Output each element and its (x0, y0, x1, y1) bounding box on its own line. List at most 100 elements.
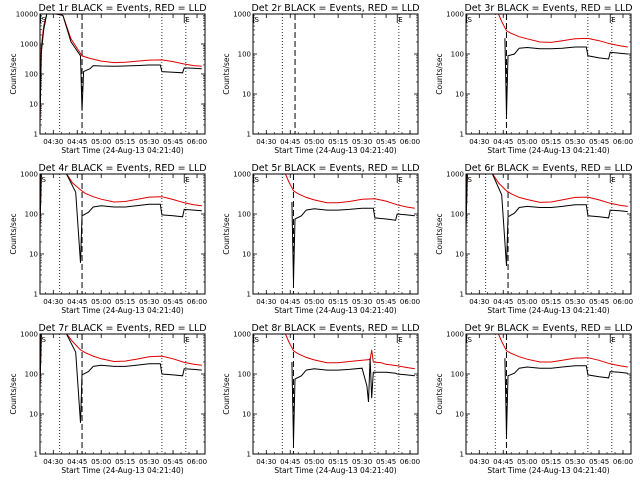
y-tick-label: 10000 (16, 11, 38, 19)
marker-e-label: E (611, 16, 615, 24)
marker-s-label: S (468, 336, 473, 344)
y-tick-label: 1000 (446, 171, 464, 179)
x-tick-label: 05:00 (304, 298, 324, 306)
panel-title: Det 6r BLACK = Events, RED = LLD (464, 163, 632, 174)
series-lld-line (40, 14, 202, 120)
x-tick-label: 05:00 (517, 458, 537, 466)
series-events-line (291, 358, 415, 443)
x-axis-label: Start Time (24-Aug-13 04:21:40) (487, 146, 609, 155)
x-tick-label: 05:45 (163, 138, 183, 146)
panel-det-8: Det 8r BLACK = Events, RED = LLD 1 10 100 10… (222, 323, 420, 475)
marker-s-label: S (255, 176, 260, 184)
y-tick-label: 10 (242, 251, 251, 259)
series-lld-line (40, 334, 202, 387)
series-events-line (466, 174, 628, 267)
x-axis-label: Start Time (24-Aug-13 04:21:40) (487, 306, 609, 315)
marker-e-label: E (185, 336, 189, 344)
x-tick-label: 05:15 (115, 298, 135, 306)
plot-frame (465, 13, 632, 135)
panel-title: Det 3r BLACK = Events, RED = LLD (464, 3, 632, 14)
y-tick-label: 10 (29, 251, 38, 259)
panel-title: Det 8r BLACK = Events, RED = LLD (251, 323, 419, 334)
y-tick-label: 1 (460, 451, 464, 459)
x-tick-label: 06:00 (187, 138, 207, 146)
panel-det-2: Det 2r BLACK = Events, RED = LLD 1 10 100 10… (222, 3, 420, 155)
x-tick-label: 04:45 (280, 298, 300, 306)
x-tick-label: 04:30 (43, 298, 63, 306)
y-tick-label: 100 (238, 371, 251, 379)
x-tick-label: 04:30 (256, 298, 276, 306)
y-axis-label: Counts/sec (222, 213, 231, 254)
series-events-line (504, 38, 628, 115)
y-tick-label: 100 (451, 211, 464, 219)
panel-det-1: Det 1r BLACK = Events, RED = LLD 1 10 100 10… (9, 3, 207, 155)
y-tick-label: 1 (247, 291, 251, 299)
series-lld-line (40, 174, 202, 227)
x-tick-label: 04:45 (67, 138, 87, 146)
series-events-line (40, 334, 202, 423)
series-events-line (291, 201, 415, 283)
x-tick-label: 05:45 (376, 458, 396, 466)
x-tick-label: 05:00 (304, 458, 324, 466)
plot-frame (465, 173, 632, 295)
y-axis-label: Counts/sec (222, 373, 231, 414)
x-tick-label: 05:15 (541, 298, 561, 306)
data-region (285, 334, 415, 443)
x-axis-label: Start Time (24-Aug-13 04:21:40) (61, 306, 183, 315)
panel-title: Det 7r BLACK = Events, RED = LLD (38, 323, 206, 334)
x-tick-label: 06:00 (187, 458, 207, 466)
series-lld-line (498, 14, 628, 48)
x-tick-label: 05:00 (517, 138, 537, 146)
x-tick-label: 04:45 (280, 458, 300, 466)
y-axis-label: Counts/sec (222, 53, 231, 94)
data-region (285, 174, 415, 283)
marker-e-label: E (185, 176, 189, 184)
x-tick-label: 05:00 (91, 458, 111, 466)
x-tick-label: 05:30 (565, 458, 585, 466)
y-tick-label: 10 (242, 411, 251, 419)
x-tick-label: 06:00 (613, 298, 633, 306)
plot-frame (252, 333, 419, 455)
marker-s-label: S (255, 336, 260, 344)
marker-e-label: E (611, 176, 615, 184)
panel-det-7: Det 7r BLACK = Events, RED = LLD 1 10 100 10… (9, 323, 207, 475)
data-region (498, 334, 628, 435)
x-tick-label: 06:00 (187, 298, 207, 306)
x-tick-label: 05:00 (304, 138, 324, 146)
y-tick-label: 100 (238, 211, 251, 219)
panel-title: Det 9r BLACK = Events, RED = LLD (464, 323, 632, 334)
y-tick-label: 1 (247, 131, 251, 139)
data-region (40, 14, 202, 126)
panel-det-3: Det 3r BLACK = Events, RED = LLD 1 10 100 10… (435, 3, 633, 155)
x-tick-label: 05:30 (139, 298, 159, 306)
x-tick-label: 04:45 (493, 138, 513, 146)
x-tick-label: 04:30 (43, 138, 63, 146)
y-tick-label: 100 (25, 71, 38, 79)
panel-det-9: Det 9r BLACK = Events, RED = LLD 1 10 100 10… (435, 323, 633, 475)
series-lld-line (285, 334, 415, 370)
x-tick-label: 04:45 (67, 298, 87, 306)
x-tick-label: 05:15 (328, 458, 348, 466)
y-tick-label: 10 (242, 91, 251, 99)
x-tick-label: 04:30 (43, 458, 63, 466)
y-tick-label: 1 (34, 451, 38, 459)
marker-s-label: S (468, 176, 473, 184)
x-tick-label: 05:15 (541, 138, 561, 146)
y-tick-label: 1 (460, 291, 464, 299)
y-tick-label: 1000 (446, 331, 464, 339)
marker-e-label: E (398, 176, 402, 184)
marker-s-label: S (468, 16, 473, 24)
x-tick-label: 05:00 (91, 138, 111, 146)
series-events-line (40, 174, 202, 263)
series-lld-line (285, 174, 415, 209)
plot-frame (39, 13, 206, 135)
y-tick-label: 1000 (20, 41, 38, 49)
marker-e-label: E (398, 16, 402, 24)
x-tick-label: 05:45 (589, 298, 609, 306)
y-tick-label: 1000 (233, 331, 251, 339)
x-tick-label: 05:15 (115, 138, 135, 146)
x-tick-label: 05:15 (328, 298, 348, 306)
x-tick-label: 05:30 (352, 298, 372, 306)
x-tick-label: 06:00 (613, 458, 633, 466)
y-tick-label: 100 (451, 371, 464, 379)
